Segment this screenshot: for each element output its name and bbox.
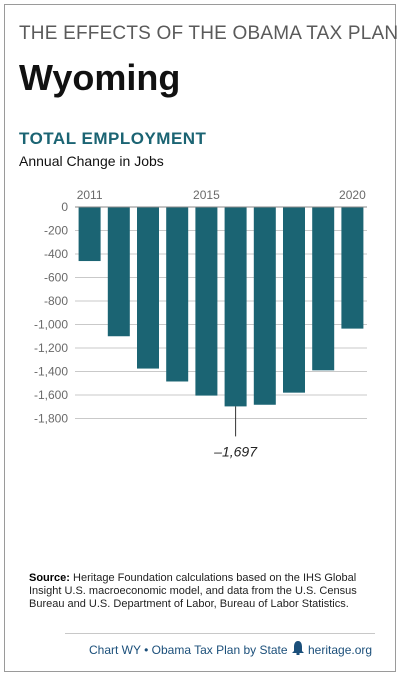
y-tick-label: -1,400 <box>34 365 68 379</box>
bar-2020 <box>341 207 364 329</box>
source-note: Source: Heritage Foundation calculations… <box>29 572 379 611</box>
chart-card: THE EFFECTS OF THE OBAMA TAX PLAN Wyomin… <box>4 4 399 672</box>
x-tick-label: 2011 <box>77 188 103 202</box>
y-tick-label: -1,600 <box>34 388 68 402</box>
y-tick-label: -600 <box>44 271 68 285</box>
y-tick-label: -1,200 <box>34 341 68 355</box>
bar-2015 <box>195 207 218 396</box>
footer-chart-id: Chart WY • Obama Tax Plan by State <box>89 643 288 657</box>
bar-2016 <box>224 207 247 407</box>
y-tick-label: -400 <box>44 247 68 261</box>
y-tick-label: -1,000 <box>34 318 68 332</box>
footer-site-link[interactable]: heritage.org <box>308 643 373 657</box>
bar-chart: 0 -200 -400 -600 -800 -1,000 -1,200 -1,400 -1,60… <box>34 188 367 459</box>
state-title: Wyoming <box>19 57 181 98</box>
footer: Chart WY • Obama Tax Plan by State herit… <box>5 633 395 669</box>
x-tick-label: 2015 <box>193 188 220 202</box>
chart-area: THE EFFECTS OF THE OBAMA TAX PLAN Wyomin… <box>5 5 399 545</box>
x-tick-label: 2020 <box>339 188 366 202</box>
bar-2018 <box>283 207 305 393</box>
bar-2012 <box>107 207 130 337</box>
liberty-bell-icon <box>292 641 304 655</box>
annotation-label: –1,697 <box>213 443 258 459</box>
bar-2011 <box>78 207 101 262</box>
bar-2017 <box>253 207 276 405</box>
bar-2014 <box>166 207 189 382</box>
source-text: Heritage Foundation calculations based o… <box>29 572 357 610</box>
source-label: Source: <box>29 572 70 584</box>
y-tick-label: 0 <box>61 200 68 214</box>
kicker-title: THE EFFECTS OF THE OBAMA TAX PLAN <box>19 23 399 44</box>
chart-subtitle: Annual Change in Jobs <box>19 153 164 169</box>
y-tick-label: -800 <box>44 294 68 308</box>
bar-2013 <box>137 207 159 369</box>
footer-rule <box>65 633 375 634</box>
chart-title: TOTAL EMPLOYMENT <box>19 129 207 148</box>
y-tick-label: -200 <box>44 224 68 238</box>
bar-2019 <box>312 207 335 371</box>
y-tick-label: -1,800 <box>34 412 68 426</box>
